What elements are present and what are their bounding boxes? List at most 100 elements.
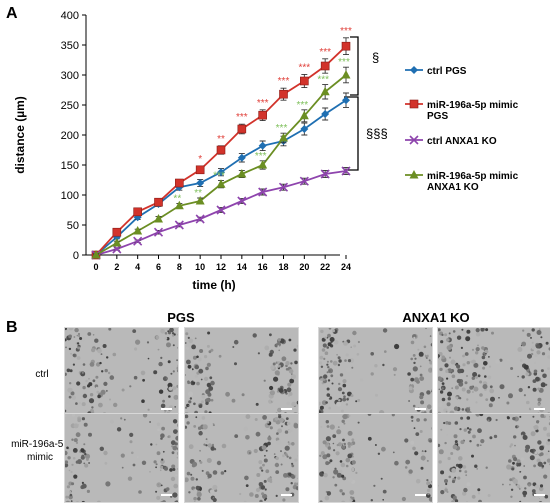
data-point bbox=[341, 70, 351, 79]
y-tick-label: 250 bbox=[61, 100, 79, 112]
data-point bbox=[133, 207, 142, 217]
scale-bar bbox=[415, 408, 426, 410]
data-point bbox=[237, 153, 246, 162]
row-label-mimic: miR-196a-5p mimic bbox=[11, 439, 69, 463]
significance-mark-green: *** bbox=[317, 75, 329, 86]
micrograph-texture bbox=[185, 328, 298, 416]
x-axis-label: time (h) bbox=[192, 278, 235, 292]
x-tick-label: 8 bbox=[177, 262, 182, 272]
data-point bbox=[237, 196, 247, 206]
x-tick-label: 18 bbox=[278, 262, 288, 272]
micrograph-anxa1-ctrl-0h bbox=[318, 327, 433, 417]
significance-mark-red: *** bbox=[278, 76, 290, 87]
data-point bbox=[300, 76, 309, 86]
y-tick-label: 50 bbox=[67, 220, 79, 232]
data-point bbox=[237, 124, 247, 134]
scale-bar bbox=[161, 408, 172, 410]
significance-mark-red: *** bbox=[319, 47, 331, 58]
y-tick-label: 300 bbox=[61, 70, 79, 82]
micrograph-pgs-ctrl-0h bbox=[64, 327, 179, 417]
y-tick-label: 150 bbox=[61, 160, 79, 172]
data-point bbox=[91, 250, 101, 259]
micrograph-texture bbox=[185, 414, 298, 502]
panel-a-label: A bbox=[6, 5, 18, 22]
data-point bbox=[196, 179, 205, 187]
data-point bbox=[112, 227, 122, 237]
legend-label: PGS bbox=[427, 111, 448, 122]
significance-mark-green: *** bbox=[255, 151, 267, 162]
significance-mark-green: *** bbox=[276, 123, 288, 134]
data-point bbox=[409, 170, 419, 179]
series-3 bbox=[91, 66, 351, 259]
y-tick-label: 200 bbox=[61, 130, 79, 142]
y-tick-label: 0 bbox=[73, 250, 79, 262]
significance-mark-red: ** bbox=[217, 134, 225, 145]
micrograph-texture bbox=[319, 414, 432, 502]
data-point bbox=[258, 160, 268, 169]
data-point bbox=[341, 41, 351, 51]
data-point bbox=[300, 125, 309, 133]
micrograph-texture bbox=[319, 328, 432, 416]
row-label-line: miR-196a-5p bbox=[11, 439, 69, 450]
micrograph-anxa1-mimic-0h bbox=[318, 413, 433, 503]
x-tick-label: 2 bbox=[114, 262, 119, 272]
data-point bbox=[216, 145, 226, 155]
scale-bar bbox=[534, 494, 545, 496]
bracket-label-small: § bbox=[372, 50, 379, 65]
legend-item-0: ctrl PGS bbox=[405, 66, 467, 77]
legend-label: ANXA1 KO bbox=[427, 182, 479, 193]
data-point bbox=[174, 200, 184, 210]
significance-mark-green: ** bbox=[173, 193, 181, 204]
micrograph-pgs-mimic-0h bbox=[64, 413, 179, 503]
micrograph-pgs-ctrl-24h bbox=[184, 327, 299, 417]
data-point bbox=[320, 86, 330, 96]
panel-b-label: B bbox=[6, 319, 18, 336]
data-point bbox=[195, 165, 205, 175]
x-tick-label: 22 bbox=[320, 262, 330, 272]
data-point bbox=[216, 205, 226, 215]
data-point bbox=[258, 110, 267, 120]
significance-layer: *********************** *****************… bbox=[173, 26, 352, 205]
data-point bbox=[409, 135, 419, 145]
micrograph-texture bbox=[65, 328, 178, 416]
data-point bbox=[278, 182, 289, 192]
data-point bbox=[174, 220, 184, 230]
legend-item-2: ctrl ANXA1 KO bbox=[405, 135, 497, 147]
x-tick-label: 16 bbox=[258, 262, 268, 272]
group-title-pgs: PGS bbox=[167, 310, 195, 325]
data-point bbox=[341, 166, 351, 176]
scale-bar bbox=[281, 494, 292, 496]
y-tick-label: 100 bbox=[61, 190, 79, 202]
bracket-large bbox=[344, 96, 359, 171]
y-axis-label: distance (µm) bbox=[13, 96, 27, 174]
scale-bar bbox=[281, 408, 292, 410]
data-point bbox=[112, 238, 122, 247]
x-tick-label: 0 bbox=[93, 262, 98, 272]
significance-mark-green: *** bbox=[296, 100, 308, 111]
group-title-anxa1-ko: ANXA1 KO bbox=[402, 310, 469, 325]
data-point bbox=[133, 226, 143, 235]
scale-bar bbox=[534, 408, 545, 410]
x-tick-label: 10 bbox=[195, 262, 205, 272]
series-1 bbox=[91, 37, 351, 260]
micrograph-anxa1-ctrl-24h bbox=[437, 327, 550, 417]
data-point bbox=[410, 66, 418, 74]
data-point bbox=[320, 61, 330, 71]
x-tick-label: 12 bbox=[216, 262, 226, 272]
scale-bar bbox=[161, 494, 172, 496]
data-point bbox=[216, 179, 226, 188]
legend-label: miR-196a-5p mimic bbox=[427, 100, 519, 111]
data-point bbox=[153, 227, 164, 237]
micrograph-texture bbox=[65, 414, 178, 502]
data-point bbox=[154, 197, 163, 207]
x-tick-label: 6 bbox=[156, 262, 161, 272]
data-point bbox=[175, 178, 184, 188]
series-layer bbox=[91, 37, 351, 260]
micrograph-pgs-mimic-24h bbox=[184, 413, 299, 503]
legend-label: miR-196a-5p mimic bbox=[427, 171, 519, 182]
